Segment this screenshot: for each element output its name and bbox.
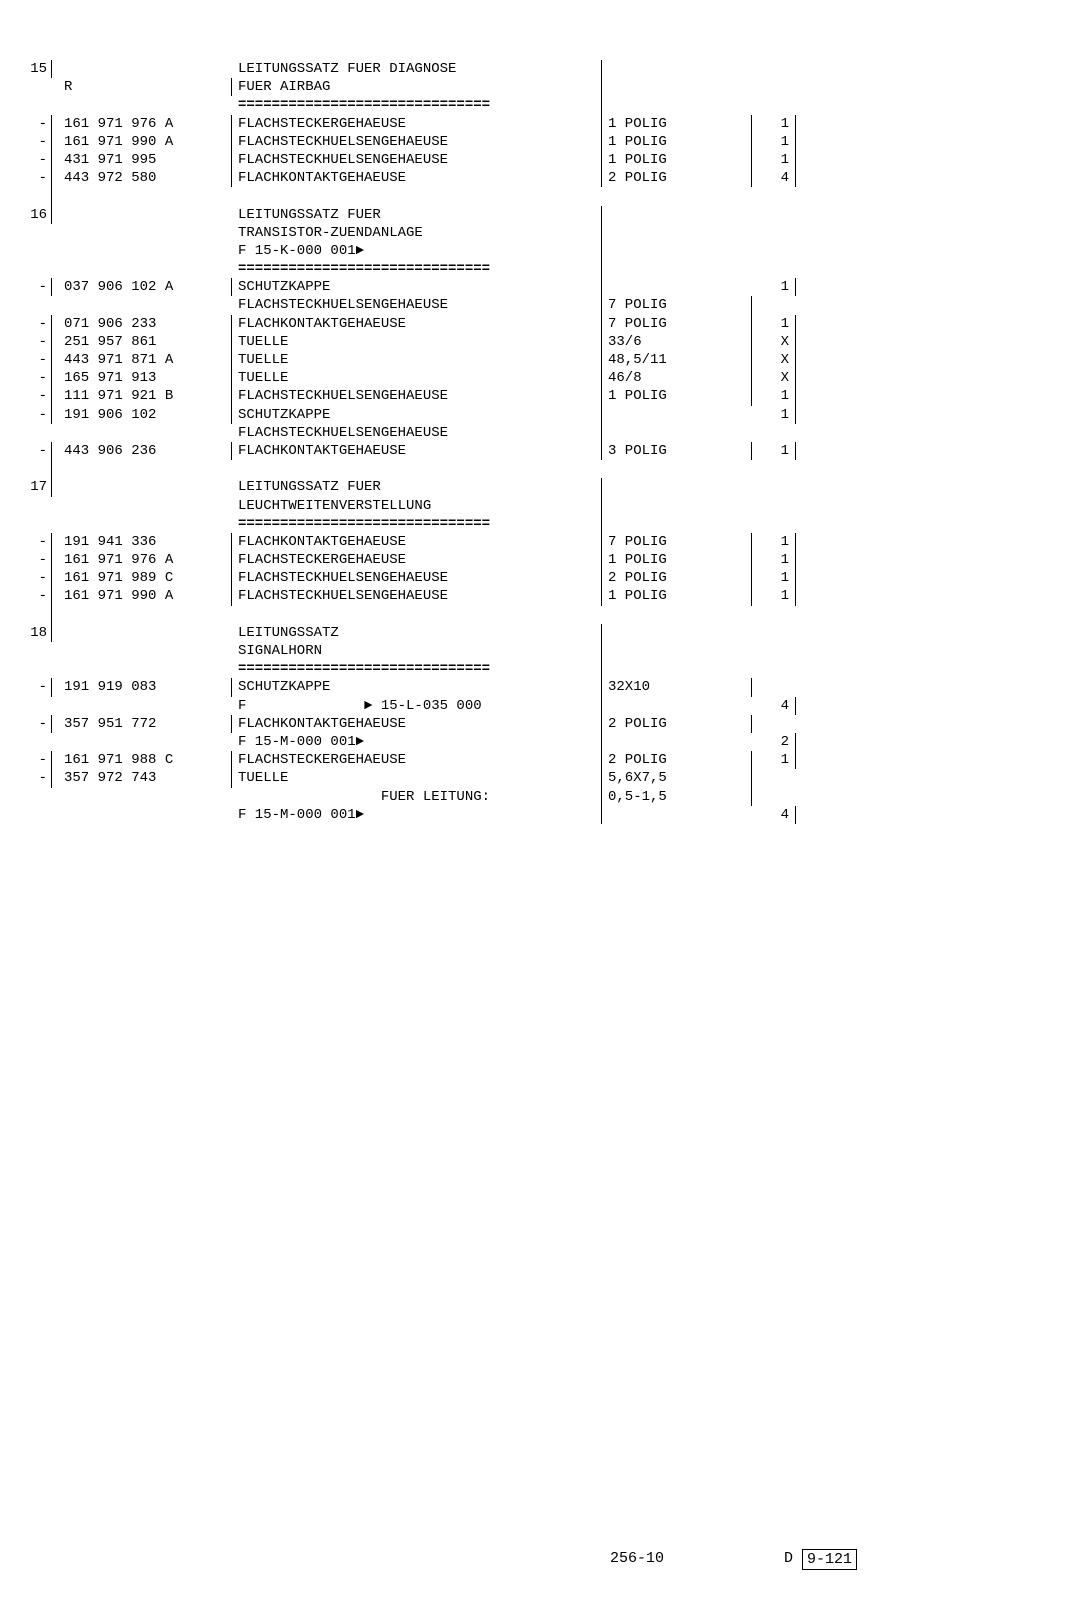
table-row: - 165 971 913 TUELLE 46/8 X bbox=[20, 369, 1047, 387]
table-row: - 161 971 976 A FLACHSTECKERGEHAEUSE 1 P… bbox=[20, 551, 1047, 569]
part-spec: 1 POLIG bbox=[602, 115, 752, 133]
part-number: 161 971 976 A bbox=[52, 115, 232, 133]
part-qty: 1 bbox=[752, 115, 796, 133]
table-row: - 071 906 233 FLACHKONTAKTGEHAEUSE 7 POL… bbox=[20, 315, 1047, 333]
section-index: 15 bbox=[20, 60, 52, 78]
table-row: F 15-M-000 001► 4 bbox=[20, 806, 1047, 824]
table-row: - 357 972 743 TUELLE 5,6X7,5 bbox=[20, 769, 1047, 787]
parts-list-page: 15 LEITUNGSSATZ FUER DIAGNOSE R FUER AIR… bbox=[0, 0, 1087, 1600]
footer-right-label: D bbox=[784, 1549, 793, 1571]
blank-region bbox=[20, 824, 1047, 1324]
divider: ============================== bbox=[232, 96, 602, 114]
table-row: - 443 906 236 FLACHKONTAKTGEHAEUSE 3 POL… bbox=[20, 442, 1047, 460]
table-row: - 443 972 580 FLACHKONTAKTGEHAEUSE 2 POL… bbox=[20, 169, 1047, 187]
table-row: - 431 971 995 FLACHSTECKHUELSENGEHAEUSE … bbox=[20, 151, 1047, 169]
footer-right-code: 9-121 bbox=[802, 1549, 857, 1571]
table-row: - 111 971 921 B FLACHSTECKHUELSENGEHAEUS… bbox=[20, 387, 1047, 405]
section-title: LEITUNGSSATZ FUER DIAGNOSE bbox=[232, 60, 602, 78]
table-row: - 251 957 861 TUELLE 33/6 X bbox=[20, 333, 1047, 351]
table-row: FLACHSTECKHUELSENGEHAEUSE bbox=[20, 424, 1047, 442]
table-row: - 191 906 102 SCHUTZKAPPE 1 bbox=[20, 406, 1047, 424]
part-description: FLACHSTECKERGEHAEUSE bbox=[232, 115, 602, 133]
table-row: - 037 906 102 A SCHUTZKAPPE 1 bbox=[20, 278, 1047, 296]
footer-page-number: 256-10 bbox=[610, 1549, 664, 1571]
table-row: - 161 971 989 C FLACHSTECKHUELSENGEHAEUS… bbox=[20, 569, 1047, 587]
table-row: - 161 971 990 A FLACHSTECKHUELSENGEHAEUS… bbox=[20, 587, 1047, 605]
table-row: - 161 971 990 A FLACHSTECKHUELSENGEHAEUS… bbox=[20, 133, 1047, 151]
table-row: - 191 919 083 SCHUTZKAPPE 32X10 bbox=[20, 678, 1047, 696]
table-row: - 443 971 871 A TUELLE 48,5/11 X bbox=[20, 351, 1047, 369]
table-row: - 161 971 976 A FLACHSTECKERGEHAEUSE 1 P… bbox=[20, 115, 1047, 133]
table-row: FLACHSTECKHUELSENGEHAEUSE 7 POLIG bbox=[20, 296, 1047, 314]
section-15-header-line1: 15 LEITUNGSSATZ FUER DIAGNOSE bbox=[20, 60, 1047, 78]
table-row: F ► 15-L-035 000 4 bbox=[20, 697, 1047, 715]
table-row: FUER LEITUNG: 0,5-1,5 bbox=[20, 788, 1047, 806]
table-row: F 15-M-000 001► 2 bbox=[20, 733, 1047, 751]
table-row: - 161 971 988 C FLACHSTECKERGEHAEUSE 2 P… bbox=[20, 751, 1047, 769]
table-row: - 357 951 772 FLACHKONTAKTGEHAEUSE 2 POL… bbox=[20, 715, 1047, 733]
page-footer: 256-10 D 9-121 bbox=[0, 1549, 1087, 1571]
table-row: - 191 941 336 FLACHKONTAKTGEHAEUSE 7 POL… bbox=[20, 533, 1047, 551]
